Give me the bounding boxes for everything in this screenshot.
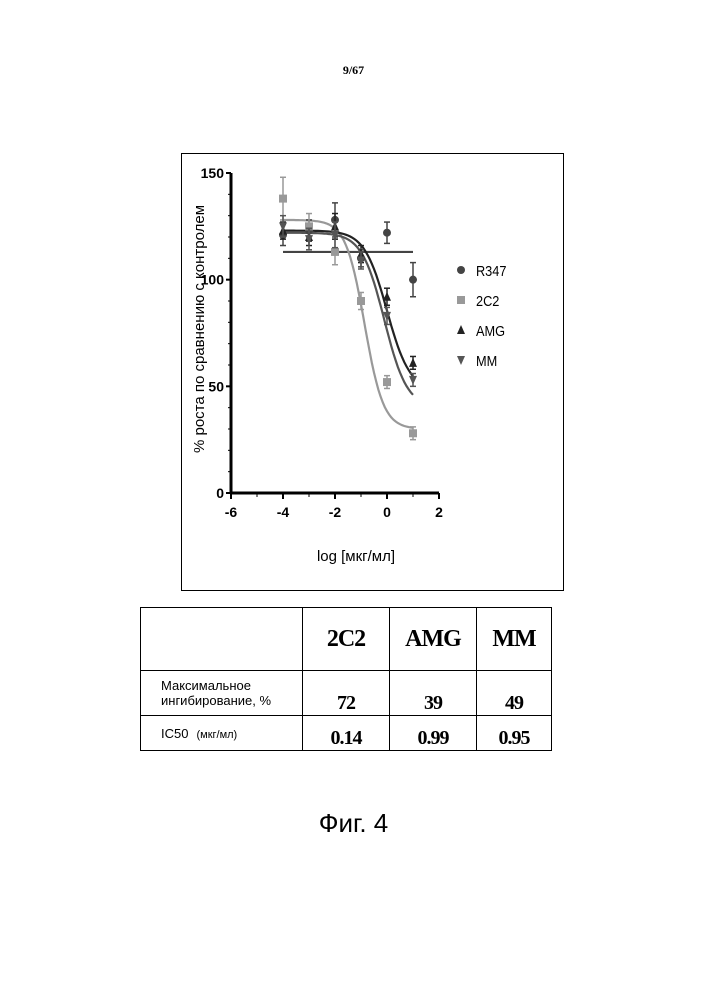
cell-mm-max-inhibition: 49 [477, 671, 552, 716]
x-tick-label-1: -4 [277, 504, 290, 520]
row-label-ic50: IC50 (мкг/мл) [141, 716, 303, 751]
chart-legend: R347 2C2 AMG MM [457, 262, 507, 369]
y-tick-label-3: 150 [201, 165, 225, 181]
data-point-2c2-3 [357, 297, 365, 305]
legend-label-r347: R347 [476, 262, 507, 279]
table-header-empty [141, 608, 303, 671]
chart-canvas: 050100150-6-4-202 R3472C2AMGMM log [мкг/… [182, 154, 563, 590]
legend-label-amg: AMG [476, 322, 505, 339]
ic50-label: IC50 [161, 726, 188, 741]
data-point-2c2-4 [383, 378, 391, 386]
table-row-ic50: IC50 (мкг/мл) 0.14 0.99 0.95 [141, 716, 552, 751]
figure-caption: Фиг. 4 [0, 808, 707, 839]
table-header-mm: MM [477, 608, 552, 671]
legend-marker-mm [457, 356, 465, 365]
table-header-amg: AMG [390, 608, 477, 671]
cell-2c2-ic50: 0.14 [303, 716, 390, 751]
fit-curves [283, 220, 413, 428]
results-table: 2C2 AMG MM Максимальное ингибирование, %… [140, 607, 552, 751]
data-point-mm-5 [409, 376, 417, 385]
legend-marker-2c2 [457, 296, 465, 304]
max-inhibition-label: Максимальное ингибирование, % [161, 678, 271, 708]
legend-label-mm: MM [476, 352, 497, 369]
table-header-row: 2C2 AMG MM [141, 608, 552, 671]
x-tick-label-4: 2 [435, 504, 443, 520]
row-label-max-inhibition: Максимальное ингибирование, % [141, 671, 303, 716]
legend-label-2c2: 2C2 [476, 292, 500, 309]
cell-amg-ic50: 0.99 [390, 716, 477, 751]
cell-mm-ic50: 0.95 [477, 716, 552, 751]
data-point-2c2-5 [409, 429, 417, 437]
data-point-amg-5 [409, 358, 417, 367]
chart-axes: 050100150-6-4-202 [201, 165, 443, 520]
cell-amg-max-inhibition: 39 [390, 671, 477, 716]
data-points [279, 177, 417, 439]
data-point-r347-5 [409, 276, 417, 284]
y-axis-label: % роста по сравнению с контролем [191, 205, 208, 453]
data-point-2c2-0 [279, 195, 287, 203]
cell-2c2-max-inhibition: 72 [303, 671, 390, 716]
dose-response-chart: 050100150-6-4-202 R3472C2AMGMM log [мкг/… [181, 153, 564, 591]
ic50-unit: (мкг/мл) [196, 729, 237, 741]
table-header-2c2: 2C2 [303, 608, 390, 671]
x-tick-label-3: 0 [383, 504, 391, 520]
x-tick-label-2: -2 [329, 504, 342, 520]
x-axis-label: log [мкг/мл] [317, 548, 395, 565]
table-row-max-inhibition: Максимальное ингибирование, % 72 39 49 [141, 671, 552, 716]
y-tick-label-1: 50 [208, 378, 224, 394]
data-point-r347-4 [383, 229, 391, 237]
legend-marker-r347 [457, 266, 465, 274]
data-point-2c2-2 [331, 248, 339, 256]
x-tick-label-0: -6 [225, 504, 238, 520]
fit-curve-mm [283, 233, 413, 395]
data-point-amg-4 [383, 292, 391, 301]
legend-marker-amg [457, 325, 465, 334]
page-number: 9/67 [0, 63, 707, 78]
y-tick-label-0: 0 [216, 485, 224, 501]
